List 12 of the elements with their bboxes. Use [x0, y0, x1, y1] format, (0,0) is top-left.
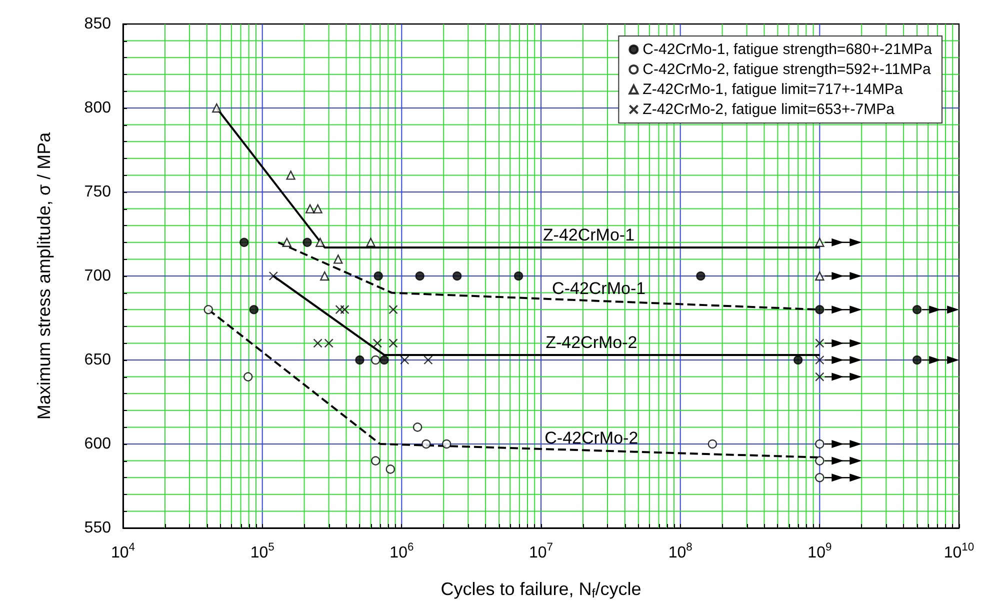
y-tick-label: 800 [84, 100, 112, 116]
y-tick-label: 600 [84, 436, 112, 452]
y-tick-label: 850 [84, 16, 112, 32]
y-tick-label: 750 [84, 184, 112, 200]
legend-label: Z-42CrMo-1, fatigue limit=717+-14MPa [642, 81, 904, 98]
legend-label: C-42CrMo-2, fatigue strength=592+-11MPa [642, 61, 932, 78]
y-tick-label: 550 [84, 520, 112, 536]
legend-label: C-42CrMo-1, fatigue strength=680+-21MPa [642, 41, 933, 58]
y-axis-title: Maximum stress amplitude, σ / MPa [34, 131, 54, 420]
legend-label: Z-42CrMo-2, fatigue limit=653+-7MPa [642, 101, 896, 118]
y-tick-label: 700 [84, 268, 112, 284]
y-tick-label: 650 [84, 352, 112, 368]
